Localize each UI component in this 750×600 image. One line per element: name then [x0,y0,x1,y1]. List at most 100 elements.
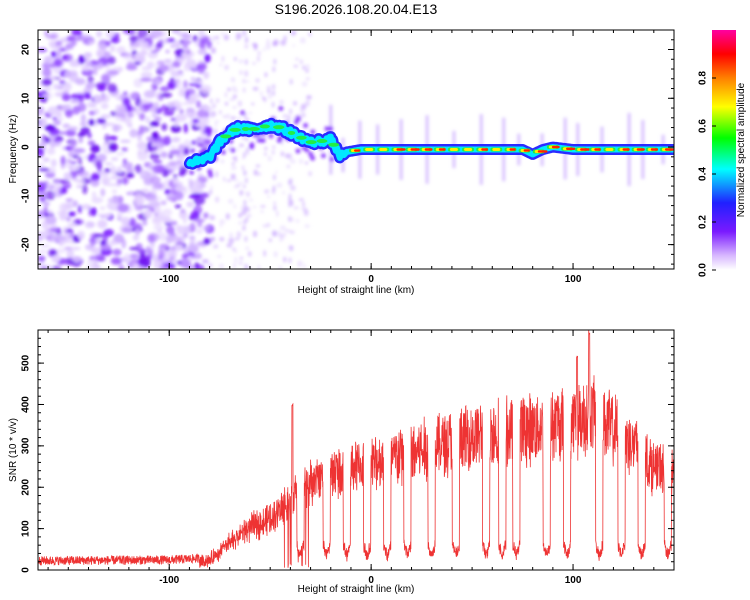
noise-blob [72,151,80,155]
noise-blob [200,133,208,137]
ridge-red [396,148,406,151]
noise-blob [271,149,275,155]
noise-blob [183,80,188,89]
noise-blob [54,187,59,197]
noise-blob [64,44,69,52]
noise-blob [257,51,261,56]
spectrogram-y-ticks: -20 -10 0 10 20 [21,29,674,265]
noise-blob [152,182,164,190]
noise-blob [129,246,140,251]
noise-blob [272,188,276,195]
noise-blob [149,200,155,205]
noise-blob [95,253,105,262]
ridge-red [523,149,530,152]
noise-blob [213,243,219,247]
noise-blob [149,121,160,127]
noise-blob [241,137,246,140]
noise-blob [82,184,88,195]
noise-blob [272,174,276,181]
noise-blob [145,245,151,254]
noise-blob [140,77,153,82]
noise-blob [234,178,239,182]
noise-blob [181,33,192,41]
noise-blob [63,174,73,180]
noise-blob [129,128,138,138]
noise-blob [303,122,309,128]
noise-blob [218,263,224,269]
noise-blob [139,50,146,58]
ridge-red [481,148,489,151]
ridge-red [537,150,548,153]
ridge-red [354,149,361,152]
noise-blob [245,191,251,198]
noise-blob [289,108,293,115]
noise-blob [38,124,45,130]
noise-blob [278,266,283,269]
noise-blob [55,117,65,121]
noise-blob [175,190,184,201]
noise-blob [252,205,257,208]
noise-blob [237,181,244,185]
noise-blob [248,111,253,115]
noise-blob [65,232,71,238]
noise-blob [117,166,122,173]
noise-blob [301,207,308,211]
noise-blob [175,113,187,122]
colorbar-gradient [712,30,736,270]
noise-blob [233,203,237,209]
noise-blob [305,63,310,70]
noise-blob [175,186,186,192]
noise-blob [46,147,56,155]
noise-blob [249,142,255,148]
noise-blob [96,118,106,124]
noise-blob [248,198,254,202]
noise-blob [284,229,291,232]
noise-blob [214,120,220,123]
noise-blob [146,61,155,69]
noise-blob [172,136,181,143]
noise-blob [212,47,216,50]
snr-y-tick-label: 500 [21,354,32,371]
noise-blob [262,48,266,51]
noise-blob [67,223,78,227]
noise-blob [273,251,278,258]
noise-blob [103,122,115,126]
noise-blob [164,188,171,195]
noise-blob [196,100,201,109]
noise-blob [181,101,190,106]
noise-blob [160,200,167,206]
noise-blob [242,184,246,189]
noise-blob [155,141,162,148]
noise-blob [188,179,194,190]
noise-blob [110,165,117,176]
noise-blob [155,196,162,200]
noise-blob [90,247,102,255]
noise-blob [172,41,179,48]
ridge-red [664,148,674,151]
noise-blob [236,231,242,239]
noise-blob [188,83,200,87]
noise-blob [170,259,178,264]
noise-blob [140,188,150,193]
noise-blob [90,178,100,187]
noise-blob [320,153,326,159]
noise-blob [87,75,94,83]
spectrogram-ridge [183,117,674,170]
noise-blob [99,244,112,251]
snr-x-ticks: -100 0 100 [47,330,675,586]
ridge-blob [316,139,328,144]
noise-blob [300,103,307,109]
noise-blob [95,159,103,169]
noise-blob [272,83,276,90]
noise-blob [273,204,277,211]
noise-blob [260,137,266,143]
ridge-blob [229,127,241,132]
noise-blob [121,227,131,233]
noise-blob [284,153,290,159]
noise-blob [115,152,125,156]
noise-blob [100,175,112,184]
noise-blob [304,161,309,165]
noise-blob [38,255,46,262]
ridge-blob [305,140,317,145]
noise-blob [101,144,108,153]
